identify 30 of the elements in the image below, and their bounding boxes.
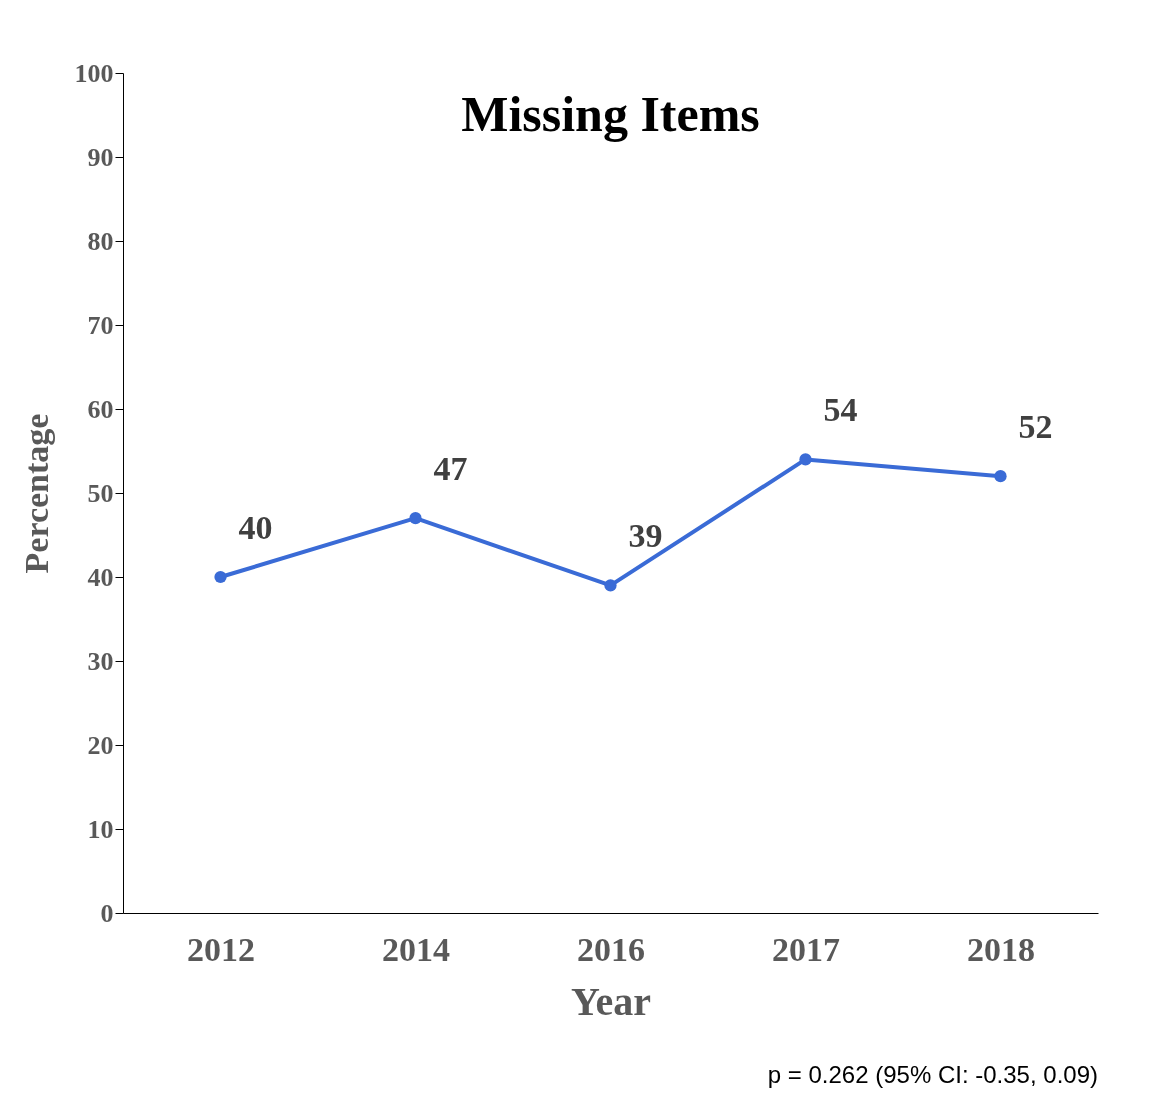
y-tick-label: 0 — [100, 898, 114, 928]
y-tick-label: 90 — [87, 142, 114, 172]
y-tick-label: 50 — [87, 478, 114, 508]
chart-title: Missing Items — [461, 86, 760, 142]
y-tick-label: 30 — [87, 646, 114, 676]
y-tick-label: 80 — [87, 226, 114, 256]
text: p = 0.262 (95% CI: -0.35, 0.09) — [767, 1061, 1098, 1088]
y-axis-title: Percentage — [17, 413, 55, 574]
point — [409, 512, 422, 525]
x-tick-label: 2014 — [382, 930, 450, 968]
point — [799, 453, 812, 466]
y-tick-label: 40 — [87, 562, 114, 592]
x-tick-label: 2016 — [577, 930, 645, 968]
x-tick-label: 2012 — [187, 930, 255, 968]
y-tick-label: 20 — [87, 730, 114, 760]
y-tick-label: 60 — [87, 394, 114, 424]
x-axis-title: Year — [571, 978, 651, 1024]
x-tick-label: 2018 — [967, 930, 1035, 968]
point — [214, 570, 227, 584]
data-label: 39 — [628, 517, 663, 555]
y-tick-label: 100 — [74, 58, 114, 88]
y-tick-label: 10 — [87, 814, 114, 844]
y-tick-label: 70 — [87, 310, 114, 340]
data-label: 40 — [238, 509, 273, 546]
x-tick-label: 2017 — [772, 930, 840, 968]
data-label: 54 — [823, 391, 858, 429]
point — [994, 470, 1007, 483]
data-label: 47 — [433, 450, 468, 488]
point — [604, 579, 617, 592]
data-label: 52 — [1018, 408, 1053, 446]
